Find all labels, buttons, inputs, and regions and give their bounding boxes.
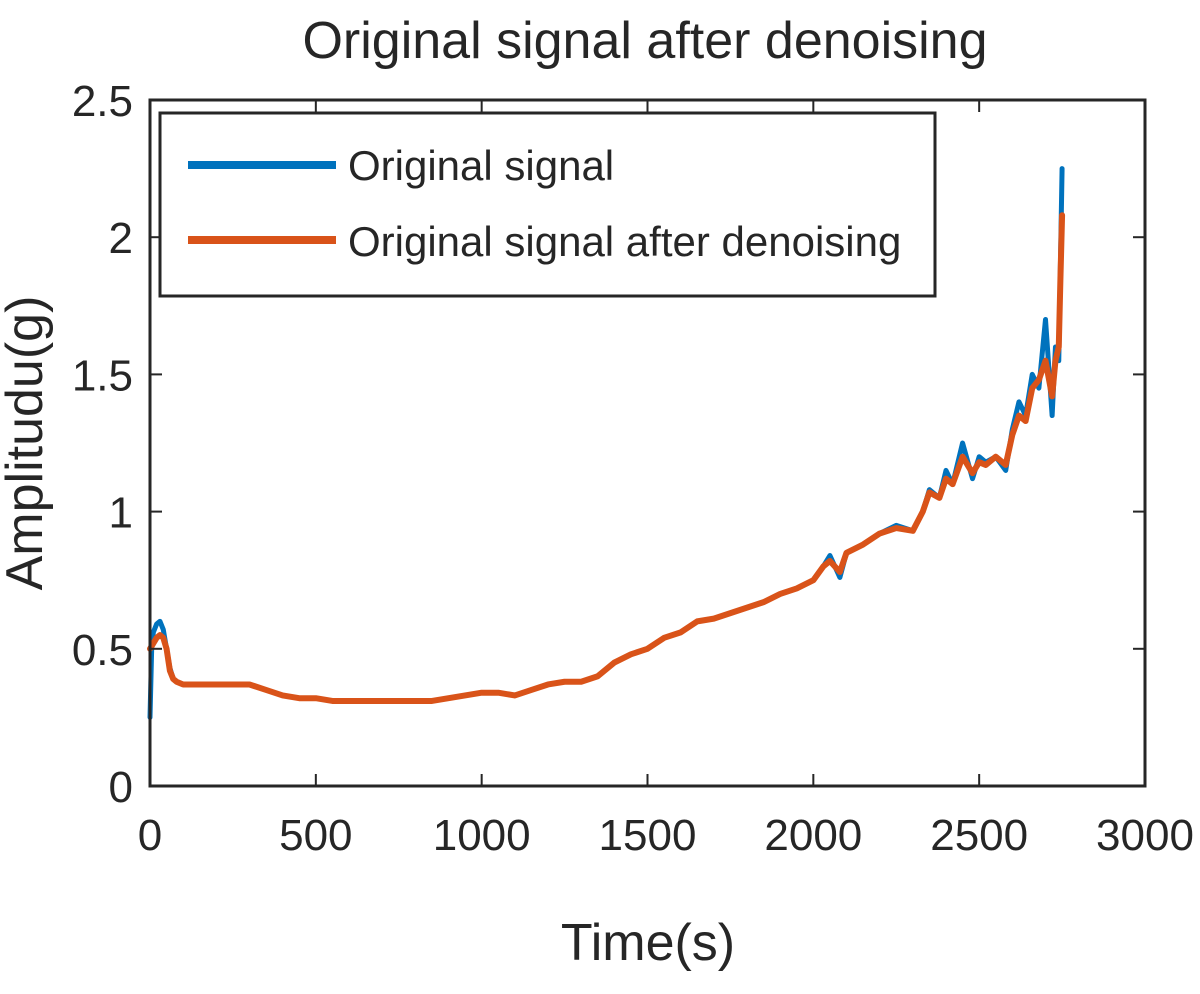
y-tick-label-2.5: 2.5 xyxy=(72,77,133,126)
legend-label-original-signal-after-denoising: Original signal after denoising xyxy=(348,218,901,265)
legend: Original signal Original signal after de… xyxy=(158,111,937,298)
y-tick-label-1: 1 xyxy=(109,489,133,538)
x-tick-label-1000: 1000 xyxy=(433,811,531,860)
x-tick-label-500: 500 xyxy=(279,811,352,860)
ticks-layer xyxy=(149,99,1146,787)
y-tick-label-2: 2 xyxy=(109,214,133,263)
x-tick-label-2500: 2500 xyxy=(930,811,1028,860)
series-original-signal-after-denoising-line xyxy=(147,212,1066,704)
x-tick-label-0: 0 xyxy=(138,811,162,860)
chart-title: Original signal after denoising xyxy=(302,12,987,70)
series-layer xyxy=(147,166,1066,720)
x-tick-label-2000: 2000 xyxy=(764,811,862,860)
x-tick-labels: 0 500 1000 1500 2000 2500 3000 xyxy=(138,811,1194,860)
y-tick-label-0: 0 xyxy=(109,763,133,812)
y-tick-labels: 0 0.5 1 1.5 2 2.5 xyxy=(72,77,133,812)
legend-box xyxy=(158,111,937,298)
x-axis-label: Time(s) xyxy=(561,914,735,972)
y-tick-label-1.5: 1.5 xyxy=(72,351,133,400)
x-tick-label-3000: 3000 xyxy=(1096,811,1194,860)
x-tick-label-1500: 1500 xyxy=(599,811,697,860)
y-tick-label-0.5: 0.5 xyxy=(72,626,133,675)
legend-label-original-signal: Original signal xyxy=(348,142,614,189)
y-axis-label: Amplitudu(g) xyxy=(0,296,54,591)
